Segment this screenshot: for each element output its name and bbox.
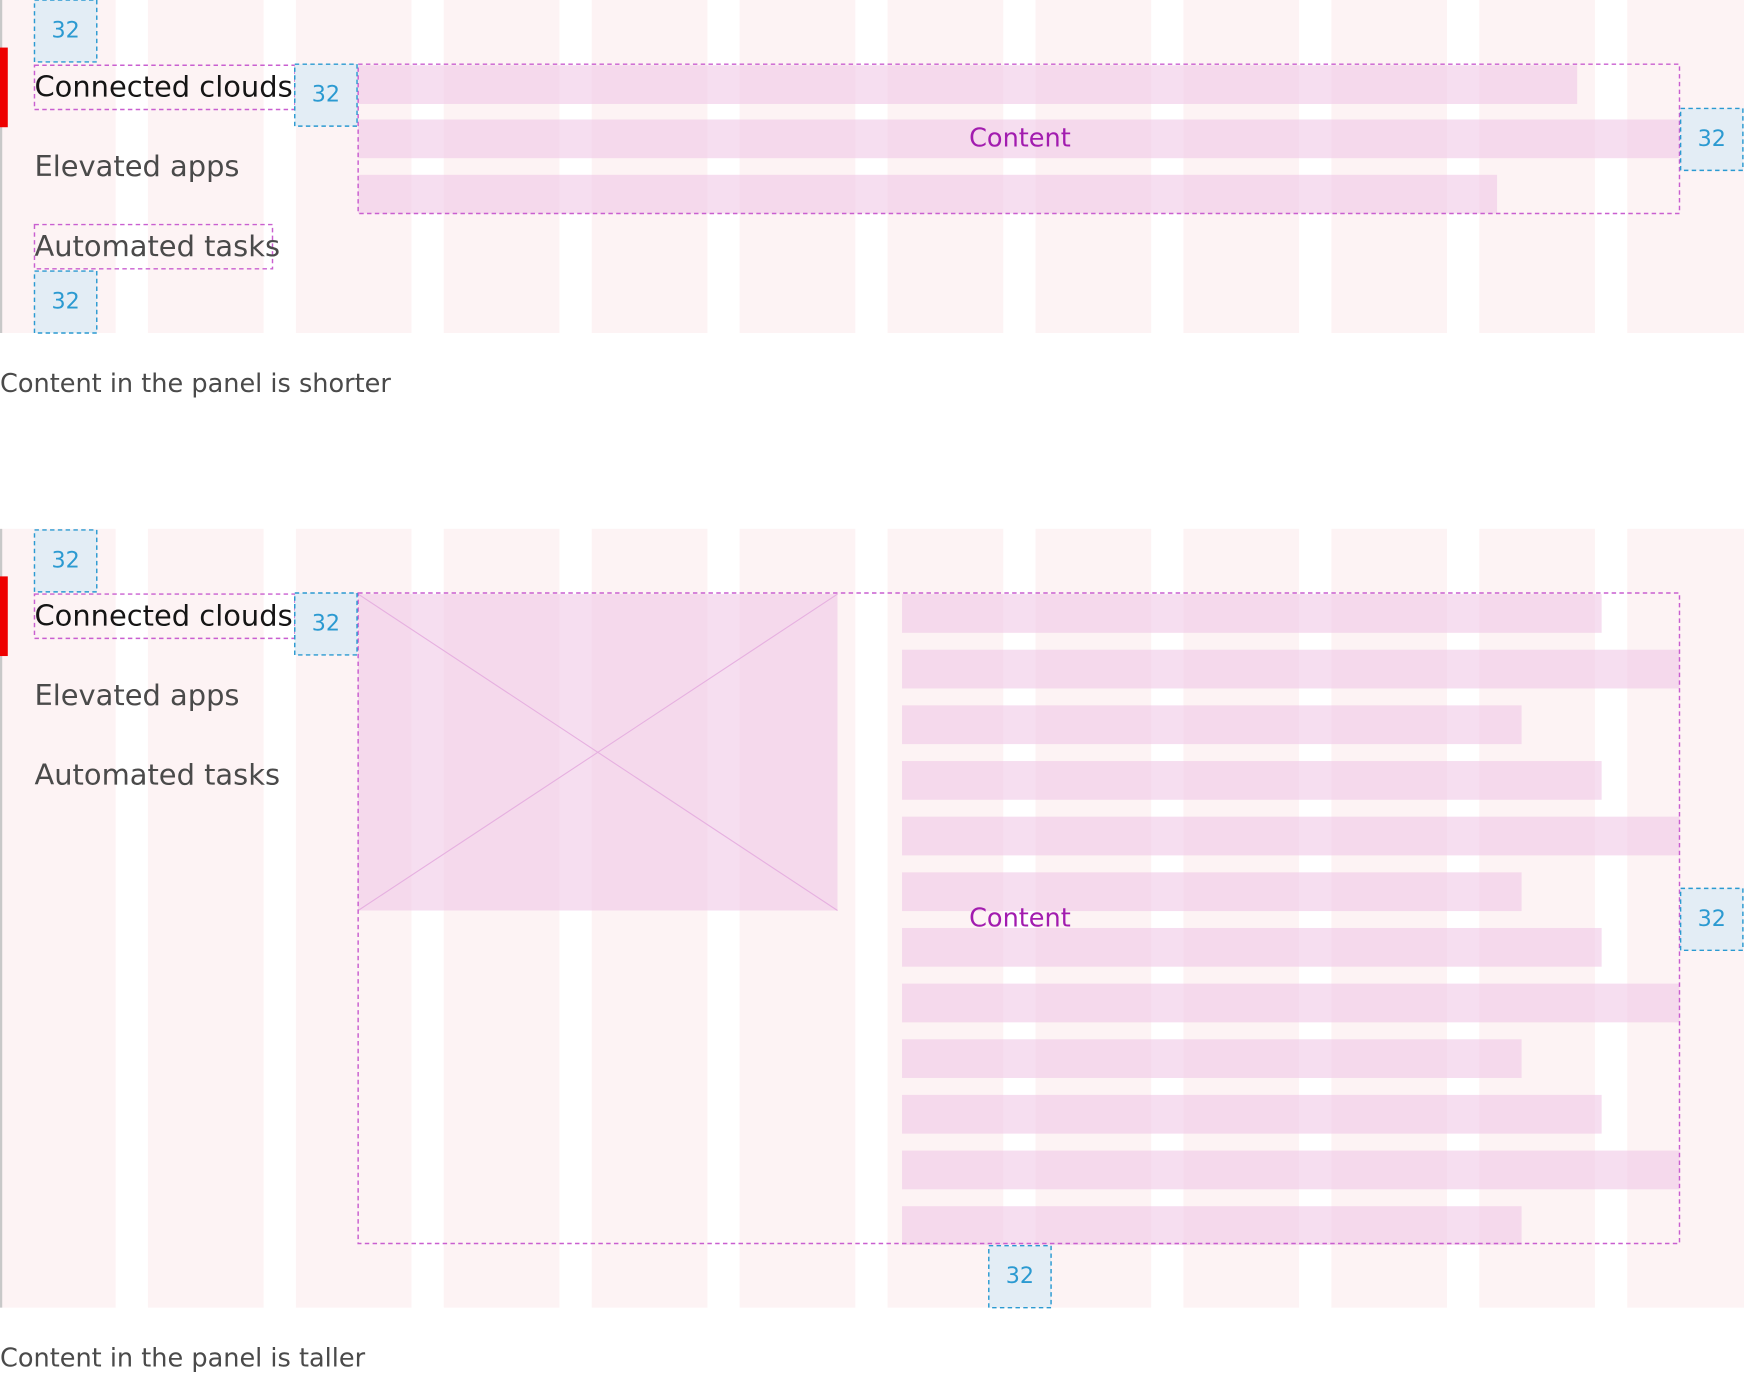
- spacer: [33, 0, 98, 63]
- grid-column: [1479, 0, 1595, 334]
- spacer: [1679, 887, 1744, 952]
- content-bar: [902, 649, 1680, 689]
- spacer: [294, 63, 358, 127]
- grid-column: [1331, 528, 1448, 1308]
- nav-item: Elevated apps: [34, 149, 239, 183]
- grid-column: [1035, 0, 1152, 334]
- spacer-label: 32: [312, 82, 340, 108]
- content-bar: [902, 1150, 1680, 1190]
- content-label: Content: [969, 123, 1071, 153]
- content-bar: [902, 1039, 1522, 1078]
- grid-column: [591, 0, 708, 334]
- spacer-label: 32: [1006, 1263, 1034, 1289]
- content-bar: [902, 705, 1522, 745]
- content-bar: [902, 983, 1680, 1023]
- active-indicator: [0, 576, 8, 657]
- spacer: [33, 529, 98, 593]
- spacer-label: 32: [1698, 126, 1726, 152]
- nav-item: Connected clouds: [34, 598, 292, 632]
- grid-column: [1479, 528, 1595, 1308]
- content-bar: [902, 594, 1602, 633]
- content-bar: [902, 872, 1522, 912]
- content-bar: [358, 174, 1498, 214]
- nav-item: Automated tasks: [34, 758, 280, 792]
- grid-column: [443, 0, 560, 334]
- grid-column: [1183, 528, 1300, 1308]
- spacer: [33, 270, 98, 334]
- content-bar: [358, 119, 1680, 159]
- annotations: Connected clouds Elevated apps Automated…: [0, 18, 1726, 1374]
- nav-item: Connected clouds: [34, 70, 292, 104]
- content-bar: [358, 65, 1578, 104]
- caption: Content in the panel is taller: [0, 1344, 366, 1374]
- grid-column: [887, 0, 1004, 334]
- spacer-label: 32: [1698, 906, 1726, 932]
- spacer: [294, 592, 358, 656]
- nav-item: Automated tasks: [34, 229, 280, 263]
- content-bar: [902, 927, 1602, 967]
- grid-column: [739, 0, 856, 334]
- grid-column: [1331, 0, 1448, 334]
- spacer-label: 32: [51, 18, 79, 44]
- spacer: [988, 1244, 1052, 1309]
- content-bar: [902, 1094, 1602, 1134]
- active-indicator: [0, 47, 8, 128]
- grid-column: [147, 528, 264, 1308]
- spacer: [1679, 107, 1744, 172]
- content-box: [357, 592, 1681, 1245]
- grid-column: [0, 528, 116, 1308]
- grid-column: [147, 0, 264, 334]
- content-bar: [902, 816, 1680, 856]
- spacer-label: 32: [51, 289, 79, 315]
- spacer-label: 32: [51, 547, 79, 573]
- nav-item: Elevated apps: [34, 678, 239, 712]
- content-label: Content: [969, 903, 1071, 933]
- content-box: [357, 63, 1681, 215]
- grid-column: [295, 0, 412, 334]
- content-bar: [902, 1206, 1522, 1245]
- nav-box: [33, 223, 274, 270]
- content-bar: [902, 761, 1602, 800]
- caption: Content in the panel is shorter: [0, 369, 391, 399]
- grid-column: [1183, 0, 1300, 334]
- image-cross: [357, 593, 838, 911]
- layout-grid: [0, 0, 1744, 1309]
- spacer-label: 32: [312, 610, 340, 636]
